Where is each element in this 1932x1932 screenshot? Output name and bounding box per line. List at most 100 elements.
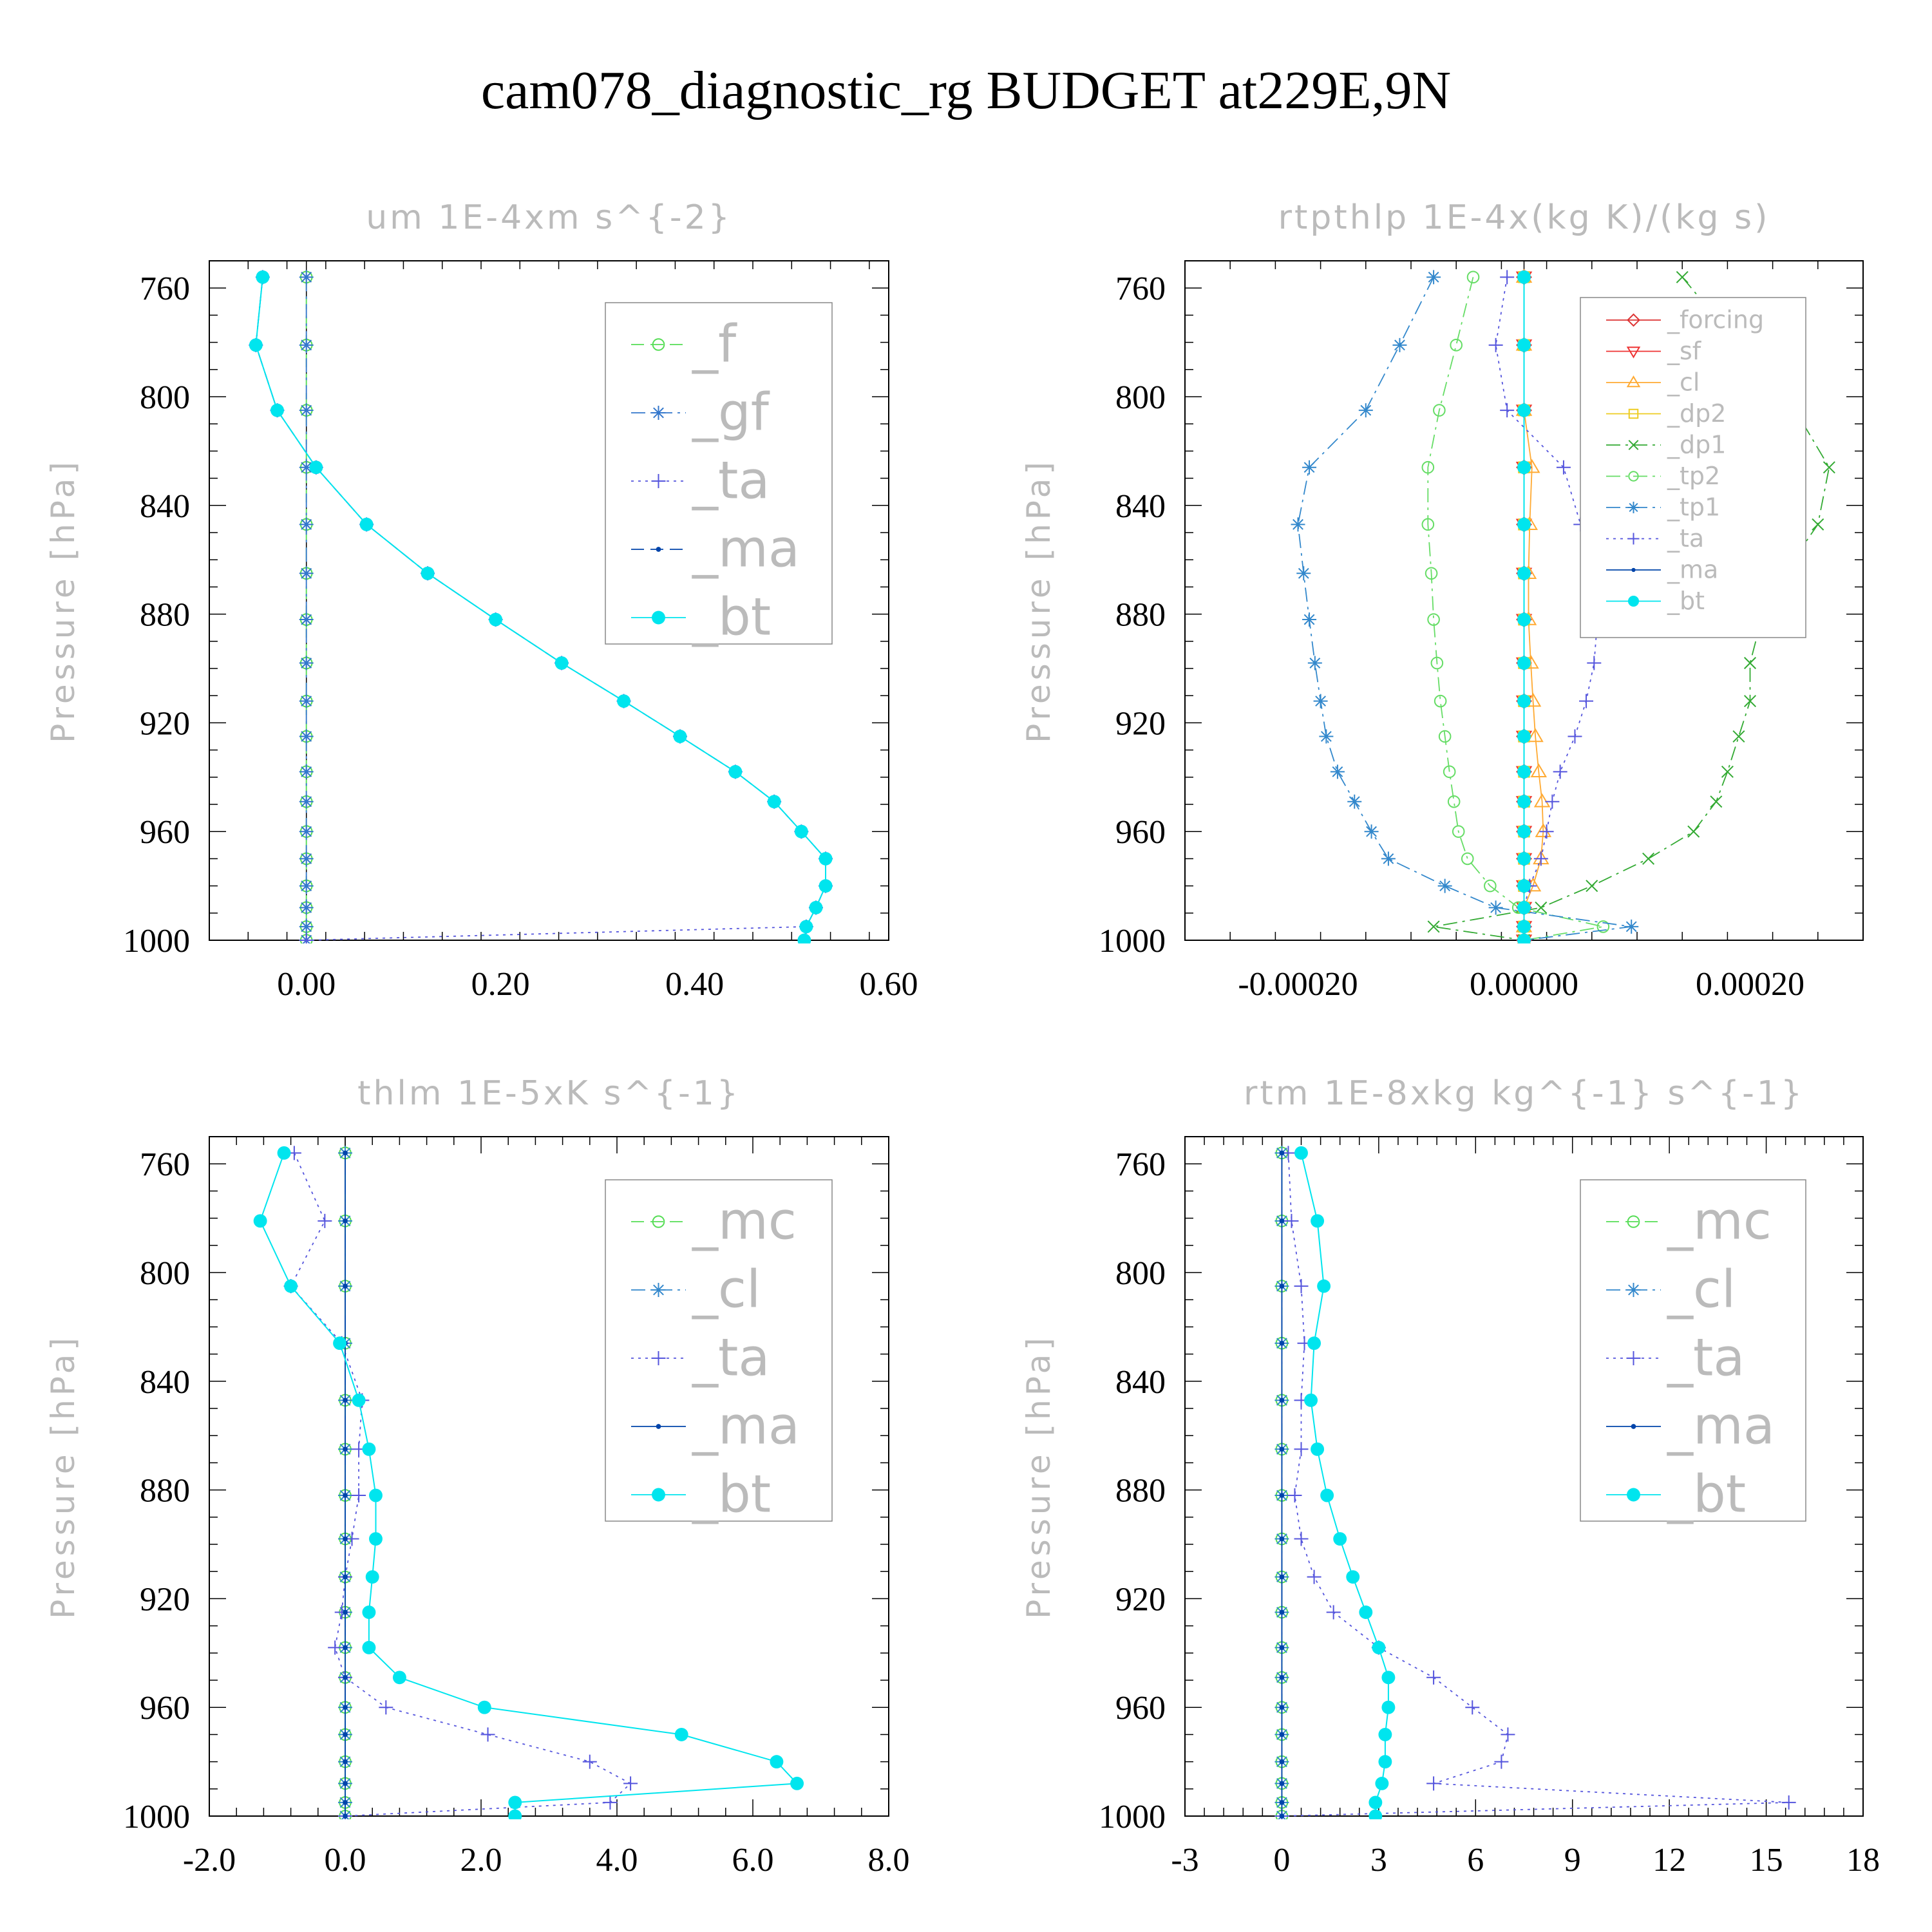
data-point-bt	[249, 338, 263, 352]
data-point-ma	[343, 1781, 348, 1786]
data-point-dp1	[1676, 270, 1689, 283]
data-point-ma	[343, 1800, 348, 1805]
legend-marker	[1628, 471, 1639, 482]
data-point-tp1	[1302, 612, 1317, 627]
data-point-tp2	[1447, 795, 1461, 808]
data-point-tp2	[1484, 879, 1497, 893]
data-point-ma	[1279, 1446, 1285, 1452]
data-point-ta	[379, 1700, 393, 1715]
y-tick-label: 1000	[123, 923, 190, 960]
x-tick-label: 0.0	[325, 1842, 366, 1879]
data-point-tp1	[1392, 337, 1407, 352]
y-axis-label: Pressure [hPa]	[1020, 1334, 1057, 1619]
series-group	[1291, 269, 1835, 943]
y-tick-label: 920	[140, 1581, 190, 1618]
data-point-tp1	[1302, 460, 1317, 475]
data-point-bt	[790, 1776, 804, 1790]
data-point-bt	[359, 517, 374, 531]
legend-label: _ta	[692, 1327, 770, 1387]
data-point-bt	[1317, 1279, 1331, 1293]
data-point-ma	[1279, 1218, 1285, 1224]
x-tick-label: 12	[1653, 1842, 1686, 1879]
data-point-ma	[343, 1574, 348, 1580]
data-point-dp1	[1721, 765, 1734, 778]
x-tick-label: 4.0	[596, 1842, 638, 1879]
data-point-gf	[299, 729, 314, 744]
data-point-ta	[1781, 1795, 1796, 1810]
legend-marker	[652, 611, 665, 625]
panel-3: thlm 1E-5xK s^{-1} Pressure [hPa] 760 800 84…	[44, 1074, 910, 1879]
data-point-bt	[489, 612, 503, 627]
data-point-tp2	[1425, 567, 1438, 580]
data-point-dp1	[1586, 880, 1598, 893]
data-point-bt	[1517, 900, 1531, 914]
data-point-bt	[1375, 1776, 1389, 1790]
data-point-gf	[299, 824, 314, 839]
x-tick-label: 9	[1564, 1842, 1581, 1879]
data-point-bt	[1372, 1640, 1386, 1654]
data-point-ma	[1279, 1814, 1285, 1819]
legend-label: _tp2	[1667, 462, 1720, 490]
legend-label: _f	[692, 314, 737, 374]
data-point-bt	[477, 1700, 491, 1714]
data-point-bt	[369, 1532, 383, 1546]
data-point-bt	[253, 1214, 267, 1228]
data-point-ta	[1494, 1754, 1509, 1769]
data-point-tp1	[1624, 919, 1639, 934]
legend-marker	[1627, 1488, 1640, 1502]
data-point-tp1	[1364, 824, 1379, 839]
data-point-bt	[1517, 730, 1531, 743]
data-point-bt	[362, 1640, 376, 1654]
data-point-ta	[1326, 1605, 1341, 1620]
legend-label: _bt	[692, 587, 771, 647]
legend-marker	[1627, 533, 1640, 545]
data-point-dp1	[1642, 852, 1655, 865]
series-group	[253, 1146, 804, 1819]
data-point-bt	[1517, 460, 1531, 475]
legend-marker	[652, 1488, 665, 1502]
data-point-ma	[1279, 1759, 1285, 1765]
x-tick-label: 3	[1370, 1842, 1387, 1879]
data-point-tp1	[1358, 403, 1373, 418]
y-tick-label: 840	[140, 1364, 190, 1401]
data-point-dp1	[1732, 730, 1745, 743]
y-tick-label: 760	[140, 1146, 190, 1183]
data-point-bt	[1346, 1570, 1360, 1584]
data-point-dp1	[1743, 657, 1757, 670]
data-point-bt	[1517, 656, 1531, 670]
legend: _mc _cl _ta _ma _bt	[605, 1179, 833, 1524]
legend-label: _ma	[692, 518, 800, 578]
data-point-tp1	[1319, 729, 1334, 744]
data-point-tp1	[1426, 270, 1441, 285]
legend-label: _tp1	[1667, 493, 1720, 522]
legend-label: _ma	[692, 1396, 800, 1455]
data-point-ma	[1279, 1283, 1285, 1289]
data-point-tp1	[1381, 851, 1396, 866]
legend-label: _dp2	[1667, 399, 1726, 428]
y-tick-label: 840	[1115, 1364, 1166, 1401]
data-point-bt	[770, 1755, 784, 1769]
legend-marker	[1628, 440, 1639, 450]
data-point-ma	[343, 1645, 348, 1651]
data-point-ma	[343, 1218, 348, 1224]
data-point-ta	[1545, 794, 1560, 809]
data-point-gf	[299, 764, 314, 779]
x-tick-label: 0.00000	[1470, 966, 1578, 1003]
x-tick-label: 0.00	[277, 966, 336, 1003]
x-tick-label: 2.0	[460, 1842, 502, 1879]
data-point-bt	[508, 1795, 522, 1810]
data-point-ma	[1279, 1340, 1285, 1346]
data-point-gf	[299, 900, 314, 915]
data-point-ma	[1279, 1574, 1285, 1580]
data-point-ta	[1567, 729, 1582, 744]
x-tick-label: 0.20	[471, 966, 530, 1003]
x-tick-label: 0.60	[860, 966, 918, 1003]
data-point-tp2	[1443, 765, 1456, 779]
data-point-bt	[819, 879, 833, 893]
data-point-bt	[1368, 1809, 1383, 1819]
data-point-tp2	[1427, 613, 1440, 626]
data-point-ta	[1501, 1727, 1515, 1742]
data-point-ma	[343, 1283, 348, 1289]
x-tick-label: -0.00020	[1238, 966, 1358, 1003]
legend-label: _bt	[1667, 587, 1705, 615]
